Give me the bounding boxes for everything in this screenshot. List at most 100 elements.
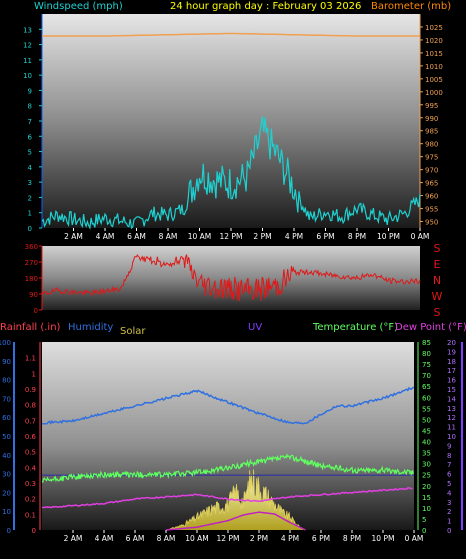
humidity-tick-label: 100 [0,339,11,347]
humidity-tick-label: 20 [2,489,11,497]
x-tick-label: 8 AM [159,232,178,241]
temperature-tick-label: 45 [422,427,431,435]
rainfall-tick-label: 0.2 [25,496,36,504]
rainfall-tick-label: 0.9 [25,386,36,394]
uv-tick-label: 11 [447,424,456,432]
uv-tick-label: 8 [447,452,451,460]
x-tick-label: 4 PM [285,232,303,241]
barometer-tick-label: 965 [425,180,438,188]
barometer-tick-label: 950 [425,219,438,227]
temperature-tick-label: 70 [422,372,431,380]
humidity-tick-label: 70 [2,395,11,403]
x-tick-label: 12 PM [217,534,240,543]
barometer-tick-label: 970 [425,167,438,175]
direction-tick-label: 270 [25,259,38,267]
x-tick-label: 2 AM [64,534,83,543]
uv-tick-label: 12 [447,414,456,422]
windspeed-tick-label: 6 [28,133,33,141]
x-tick-label: 2 PM [253,232,271,241]
uv-tick-label: 4 [447,489,452,497]
direction-series [41,253,421,302]
windspeed-tick-label: 0 [28,225,32,233]
barometer-tick-label: 1020 [425,37,443,45]
uv-axis-label: UV [248,322,262,333]
barometer-tick-label: 955 [425,206,438,214]
rainfall-tick-label: 0.6 [25,433,37,441]
temperature-tick-label: 50 [422,416,431,424]
compass-label: E [434,258,441,271]
direction-plot-area [42,246,420,310]
rainfall-tick-label: 0.8 [25,402,36,410]
barometer-axis-label: Barometer (mb) [371,1,451,12]
windspeed-axis-label: Windspeed (mph) [34,1,123,12]
x-tick-label: 6 PM [316,232,334,241]
temperature-series [41,453,414,484]
temperature-tick-label: 35 [422,450,431,458]
windspeed-series [41,116,421,230]
humidity-tick-label: 10 [2,508,11,516]
rainfall-axis-label: Rainfall (.in) [0,322,61,333]
rainfall-tick-label: 0.3 [25,480,36,488]
x-tick-label: 6 AM [127,232,146,241]
temperature-tick-label: 15 [422,494,431,502]
humidity-tick-label: 50 [2,433,11,441]
uv-tick-label: 14 [447,395,456,403]
compass-label: N [433,274,441,287]
barometer-tick-label: 1005 [425,76,443,84]
windspeed-tick-label: 10 [23,72,32,80]
temperature-tick-label: 85 [422,339,431,347]
humidity-series [41,386,415,425]
windspeed-tick-label: 11 [23,57,32,65]
compass-label: W [432,290,443,303]
temperature-tick-label: 60 [422,394,431,402]
x-tick-label: 2 AM [64,232,83,241]
temperature-tick-label: 20 [422,483,431,491]
compass-label: S [434,242,441,255]
windspeed-tick-label: 5 [28,149,32,157]
temperature-tick-label: 25 [422,472,431,480]
x-tick-label: 12 PM [220,232,243,241]
temperature-tick-label: 55 [422,405,431,413]
uv-tick-label: 10 [447,433,456,441]
dewpoint-axis-label: Dew Point (°F) [395,322,466,333]
barometer-tick-label: 995 [425,102,438,110]
temperature-tick-label: 80 [422,350,431,358]
temperature-tick-label: 5 [422,516,426,524]
barometer-tick-label: 1015 [425,50,443,58]
windspeed-tick-label: 7 [28,118,32,126]
x-tick-label: 0 AM [405,534,424,543]
temperature-tick-label: 30 [422,461,431,469]
windspeed-tick-label: 8 [28,103,32,111]
windspeed-tick-label: 9 [28,87,32,95]
x-tick-label: 4 AM [96,232,115,241]
windspeed-tick-label: 12 [23,42,32,50]
x-tick-label: 4 AM [95,534,114,543]
solar-axis-label: Solar [120,326,146,337]
x-tick-label: 10 PM [377,232,400,241]
rainfall-tick-label: 0.5 [25,449,36,457]
humidity-axis-label: Humidity [68,322,113,333]
x-tick-label: 8 AM [157,534,176,543]
uv-series [165,511,306,531]
rainfall-tick-label: 1 [32,370,36,378]
rainfall-tick-label: 1.1 [25,355,36,363]
humidity-tick-label: 30 [2,471,11,479]
x-tick-label: 8 PM [348,232,366,241]
uv-tick-label: 9 [447,442,451,450]
x-tick-label: 8 PM [343,534,361,543]
uv-tick-label: 0 [447,527,451,535]
solar-series [165,469,306,531]
uv-tick-label: 7 [447,461,451,469]
barometer-tick-label: 980 [425,141,438,149]
temperature-tick-label: 10 [422,505,431,513]
rainfall-tick-label: 0.1 [25,511,36,519]
x-tick-label: 4 PM [281,534,299,543]
uv-tick-label: 2 [447,508,451,516]
uv-tick-label: 17 [447,367,456,375]
dewpoint-series [41,487,413,509]
barometer-tick-label: 1010 [425,63,443,71]
humidity-tick-label: 80 [2,377,11,385]
barometer-tick-label: 960 [425,193,438,201]
x-tick-label: 6 PM [312,534,330,543]
